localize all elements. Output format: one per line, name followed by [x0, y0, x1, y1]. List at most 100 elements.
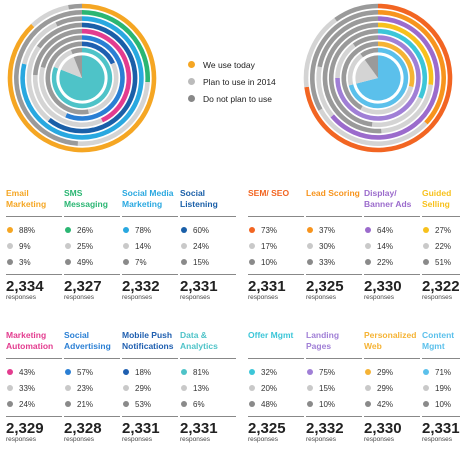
total-responses: 2,322 responses	[422, 274, 460, 302]
stat-row: 20%	[248, 380, 277, 396]
dot-icon	[365, 385, 371, 391]
stat-value: 29%	[377, 383, 394, 393]
stat-row: 3%	[6, 254, 35, 270]
center-slice-plan-2014	[60, 56, 82, 78]
dot-icon	[123, 385, 129, 391]
responses-label: responses	[64, 436, 94, 443]
legend: We use today Plan to use in 2014 Do not …	[188, 56, 276, 107]
stat-value: 29%	[135, 383, 152, 393]
dot-icon	[65, 259, 71, 265]
responses-label: responses	[248, 436, 278, 443]
stat-row: 19%	[422, 380, 451, 396]
legend-item-plan-2014: Plan to use in 2014	[188, 73, 276, 90]
dot-icon	[423, 385, 429, 391]
responses-label: responses	[180, 294, 210, 301]
stat-column: Content Mgmt 71% 19% 10% 2,331 responses	[422, 330, 460, 450]
stat-column: Display/ Banner Ads 64% 14% 22% 2,330 respons…	[364, 188, 420, 308]
ring-segment-use-today	[348, 47, 409, 109]
legend-dot-not-plan	[188, 95, 195, 102]
stat-row: 33%	[306, 254, 335, 270]
total-number: 2,330	[364, 278, 402, 295]
stat-value: 81%	[193, 367, 210, 377]
total-number: 2,330	[364, 420, 402, 437]
ring-segment-not-plan	[352, 35, 379, 48]
stat-row: 27%	[422, 222, 451, 238]
stat-value: 19%	[435, 383, 452, 393]
stat-row: 23%	[64, 380, 93, 396]
dot-icon	[307, 385, 313, 391]
stat-value: 78%	[135, 225, 152, 235]
stat-value: 24%	[193, 241, 210, 251]
dot-icon	[423, 243, 429, 249]
stat-value: 7%	[135, 257, 147, 267]
ring-segment-not-plan	[360, 47, 379, 58]
category-name: Personalized Web	[364, 330, 420, 359]
dot-icon	[123, 401, 129, 407]
dot-icon	[181, 369, 187, 375]
stat-value: 73%	[261, 225, 278, 235]
category-name: Lead Scoring	[306, 188, 362, 217]
stat-row: 60%	[180, 222, 209, 238]
total-responses: 2,330 responses	[364, 274, 420, 302]
stat-row: 15%	[180, 254, 209, 270]
dot-icon	[249, 369, 255, 375]
category-name: SMS Messaging	[64, 188, 120, 217]
category-name: Social Listening	[180, 188, 236, 217]
stat-row: 30%	[306, 238, 335, 254]
stat-column: Social Media Marketing 78% 14% 7% 2,332 respo…	[122, 188, 178, 308]
ring-segment-use-today	[47, 22, 138, 134]
stat-column: SMS Messaging 26% 25% 49% 2,327 responses	[64, 188, 120, 308]
stat-row: 49%	[64, 254, 93, 270]
ring-segment-not-plan	[334, 3, 379, 22]
ring-segment-use-today	[65, 35, 125, 121]
dot-icon	[365, 259, 371, 265]
responses-label: responses	[6, 294, 36, 301]
dot-icon	[423, 227, 429, 233]
legend-item-not-plan: Do not plan to use	[188, 90, 276, 107]
stat-value: 10%	[319, 399, 336, 409]
stat-column: Mobile Push Notifications 18% 29% 53% 2,331 r…	[122, 330, 178, 450]
ring-segment-not-plan	[70, 47, 83, 55]
stat-value: 71%	[435, 367, 452, 377]
stat-row: 81%	[180, 364, 209, 380]
stat-value: 33%	[19, 383, 36, 393]
stat-value: 37%	[319, 225, 336, 235]
stat-value: 22%	[377, 257, 394, 267]
category-name: Data & Analytics	[180, 330, 236, 359]
stat-row: 73%	[248, 222, 277, 238]
stat-row: 22%	[422, 238, 451, 254]
category-name: Offer Mgmt	[248, 330, 304, 359]
center-slice-use-today	[356, 55, 401, 101]
stat-value: 32%	[261, 367, 278, 377]
total-number: 2,331	[422, 420, 460, 437]
dot-icon	[65, 227, 71, 233]
legend-dot-use-today	[188, 61, 195, 68]
stat-value: 75%	[319, 367, 336, 377]
stat-column: Social Advertising 57% 23% 21% 2,328 response…	[64, 330, 120, 450]
dot-icon	[7, 243, 13, 249]
stat-column: Social Listening 60% 24% 15% 2,331 responses	[180, 188, 236, 308]
radial-chart-left	[7, 3, 157, 153]
total-responses: 2,327 responses	[64, 274, 120, 302]
ring-segment-plan-2014	[318, 108, 428, 146]
ring-segment-use-today	[7, 3, 157, 153]
dot-icon	[181, 385, 187, 391]
responses-label: responses	[180, 436, 210, 443]
total-number: 2,331	[180, 278, 218, 295]
stat-row: 21%	[64, 396, 93, 412]
stat-value: 57%	[77, 367, 94, 377]
stat-column: Lead Scoring 37% 30% 33% 2,325 responses	[306, 188, 362, 308]
total-responses: 2,325 responses	[306, 274, 362, 302]
dot-icon	[7, 385, 13, 391]
category-name: Marketing Automation	[6, 330, 62, 359]
dot-icon	[307, 227, 313, 233]
legend-item-use-today: We use today	[188, 56, 276, 73]
dot-icon	[365, 227, 371, 233]
stat-value: 42%	[377, 399, 394, 409]
stat-value: 60%	[193, 225, 210, 235]
stat-row: 37%	[306, 222, 335, 238]
stat-column: Personalized Web 29% 29% 42% 2,330 responses	[364, 330, 420, 450]
stat-column: Marketing Automation 43% 33% 24% 2,329 respon…	[6, 330, 62, 450]
stat-value: 10%	[435, 399, 452, 409]
total-number: 2,327	[64, 278, 102, 295]
